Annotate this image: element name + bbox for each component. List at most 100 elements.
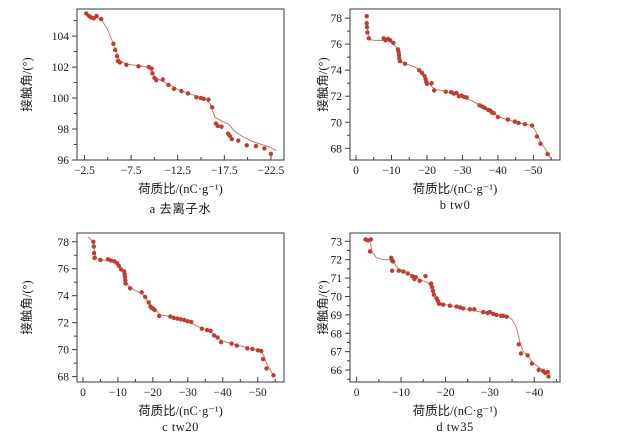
x-axis-label: 荷质比/(nC·g⁻¹) bbox=[138, 404, 223, 418]
data-point bbox=[255, 348, 260, 353]
data-point bbox=[364, 21, 369, 26]
data-point bbox=[365, 30, 370, 35]
data-point bbox=[390, 268, 395, 273]
svg-text:78: 78 bbox=[331, 13, 343, 25]
svg-text:70: 70 bbox=[331, 117, 343, 129]
data-point bbox=[189, 319, 194, 325]
data-point bbox=[108, 258, 114, 263]
svg-text:68: 68 bbox=[331, 328, 343, 340]
data-point bbox=[149, 66, 154, 71]
data-point bbox=[157, 313, 162, 319]
x-axis-label: 荷质比/(nC·g⁻¹) bbox=[413, 182, 498, 196]
svg-text:−12.5: −12.5 bbox=[164, 165, 191, 177]
data-point bbox=[185, 319, 190, 324]
data-point bbox=[206, 97, 211, 102]
data-point bbox=[429, 285, 435, 290]
chart-panel-c: 0 −10 −20 −30 −40 −50 68 70 72 74 76 78 荷质比/(nC·g⁻¹)… bbox=[0, 222, 317, 443]
data-point bbox=[536, 367, 541, 373]
data-point bbox=[136, 64, 141, 69]
svg-text:0: 0 bbox=[354, 387, 360, 399]
svg-text:73: 73 bbox=[331, 236, 343, 248]
data-point bbox=[175, 316, 180, 321]
svg-text:74: 74 bbox=[58, 291, 70, 303]
data-point bbox=[229, 136, 234, 142]
svg-text:−40: −40 bbox=[214, 387, 232, 399]
data-point bbox=[405, 271, 410, 276]
y-axis-label: 接触角/(°) bbox=[317, 280, 330, 334]
chart-d-caption: d tw35 bbox=[436, 420, 474, 434]
svg-text:71: 71 bbox=[331, 273, 343, 285]
svg-text:−40: −40 bbox=[489, 165, 507, 177]
data-point bbox=[454, 90, 459, 96]
data-point bbox=[91, 239, 96, 244]
data-point bbox=[424, 81, 430, 87]
svg-text:78: 78 bbox=[58, 237, 70, 249]
data-point bbox=[516, 120, 521, 126]
svg-text:−10: −10 bbox=[383, 165, 401, 177]
data-point bbox=[522, 122, 528, 127]
chart-panel-a: −2.5 −7.5 −12.5 −17.5 −22.5 96 98 100 102 104 荷质比/… bbox=[0, 0, 317, 222]
svg-text:96: 96 bbox=[58, 155, 70, 167]
data-point bbox=[171, 315, 177, 321]
svg-text:67: 67 bbox=[331, 347, 343, 359]
data-point bbox=[482, 105, 487, 111]
data-point bbox=[472, 307, 477, 312]
svg-text:66: 66 bbox=[331, 365, 343, 377]
data-point bbox=[487, 309, 493, 315]
data-point bbox=[512, 119, 518, 124]
data-point bbox=[443, 89, 448, 94]
data-point bbox=[98, 257, 103, 263]
data-point bbox=[546, 374, 551, 379]
svg-text:−2.5: −2.5 bbox=[74, 165, 95, 177]
svg-text:−20: −20 bbox=[144, 387, 162, 399]
svg-text:−50: −50 bbox=[249, 387, 267, 399]
chart-b-caption: b tw0 bbox=[439, 198, 471, 212]
data-point bbox=[146, 300, 151, 305]
svg-text:72: 72 bbox=[331, 255, 343, 267]
data-point bbox=[402, 61, 408, 66]
data-point bbox=[504, 314, 509, 319]
data-point bbox=[116, 263, 122, 269]
data-point bbox=[367, 249, 373, 254]
data-point bbox=[494, 312, 499, 318]
svg-text:100: 100 bbox=[52, 93, 70, 105]
svg-text:74: 74 bbox=[331, 65, 343, 77]
data-point bbox=[117, 60, 123, 65]
data-point bbox=[201, 96, 206, 102]
svg-text:76: 76 bbox=[331, 39, 343, 51]
data-point bbox=[245, 346, 250, 351]
data-point bbox=[429, 281, 434, 286]
data-point bbox=[204, 327, 210, 333]
data-point bbox=[143, 294, 148, 300]
data-point bbox=[516, 342, 521, 347]
data-point bbox=[234, 343, 239, 348]
y-axis-label: 接触角/(°) bbox=[19, 280, 34, 334]
data-point bbox=[154, 78, 159, 83]
data-point bbox=[387, 38, 393, 43]
svg-text:72: 72 bbox=[58, 318, 70, 330]
svg-text:98: 98 bbox=[58, 124, 70, 136]
data-point bbox=[391, 40, 396, 45]
data-point bbox=[259, 348, 264, 354]
data-point bbox=[525, 353, 530, 358]
data-point bbox=[413, 274, 418, 280]
x-axis-label: 荷质比/(nC·g⁻¹) bbox=[413, 404, 498, 418]
data-point bbox=[396, 268, 401, 273]
data-point bbox=[152, 307, 157, 313]
data-point bbox=[397, 58, 403, 64]
data-point bbox=[236, 138, 241, 143]
svg-text:68: 68 bbox=[331, 143, 343, 155]
data-point bbox=[166, 82, 171, 88]
data-point bbox=[253, 143, 259, 149]
svg-text:0: 0 bbox=[80, 387, 86, 399]
svg-text:−50: −50 bbox=[524, 165, 542, 177]
data-point bbox=[467, 307, 473, 312]
data-point bbox=[91, 244, 97, 249]
data-point bbox=[123, 281, 128, 286]
chart-b-plot: 0 −10 −20 −30 −40 −50 68 70 72 74 76 78 荷质比/(nC·g⁻¹)… bbox=[317, 8, 561, 196]
svg-text:70: 70 bbox=[331, 291, 343, 303]
data-point bbox=[127, 286, 133, 291]
trend-line bbox=[86, 13, 277, 152]
data-point bbox=[417, 68, 422, 73]
data-point bbox=[518, 351, 524, 356]
